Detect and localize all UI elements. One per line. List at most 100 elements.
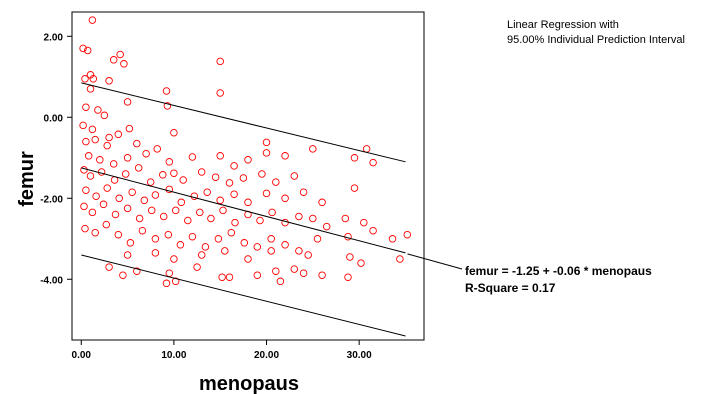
data-point	[116, 50, 124, 59]
data-point	[197, 251, 206, 259]
data-point	[197, 168, 206, 176]
data-point	[84, 152, 93, 160]
fit-equation: femur = -1.25 + -0.06 * menopaus	[465, 264, 652, 278]
plot-frame	[71, 11, 425, 341]
data-point	[114, 230, 123, 239]
data-point	[281, 152, 289, 160]
data-point	[211, 173, 220, 181]
data-point	[123, 154, 132, 162]
data-point	[81, 224, 89, 233]
data-point	[135, 214, 144, 223]
data-point	[82, 137, 90, 146]
data-point	[100, 111, 109, 120]
data-point	[123, 98, 132, 106]
data-point	[86, 172, 95, 180]
data-point	[357, 259, 365, 267]
data-point	[171, 277, 180, 286]
data-point	[128, 188, 136, 196]
data-point	[272, 178, 280, 186]
data-point	[151, 191, 160, 199]
data-point	[177, 198, 186, 207]
data-point	[102, 220, 111, 229]
data-point	[83, 46, 92, 55]
data-point	[142, 149, 150, 158]
data-point	[91, 228, 99, 237]
data-point	[388, 235, 397, 243]
data-point	[240, 239, 249, 247]
data-point	[268, 208, 276, 217]
data-point	[341, 214, 350, 223]
data-point	[114, 130, 123, 139]
data-point	[360, 218, 368, 227]
data-point	[188, 153, 197, 161]
data-point	[350, 184, 359, 192]
data-point	[92, 192, 100, 200]
data-point	[267, 247, 275, 255]
data-point	[272, 267, 280, 275]
data-point	[313, 235, 322, 243]
data-point	[134, 164, 143, 172]
x-tick-label: 0.00	[72, 350, 92, 361]
data-point	[123, 251, 132, 259]
data-point	[350, 154, 359, 162]
data-point	[151, 235, 160, 243]
data-point	[147, 206, 156, 215]
data-point	[170, 128, 178, 137]
data-point	[225, 273, 234, 281]
legend-line-2: 95.00% Individual Prediction Interval	[507, 34, 685, 46]
legend-line-1: Linear Regression with	[507, 19, 619, 31]
data-point	[105, 263, 113, 271]
data-point	[96, 156, 104, 164]
data-point	[119, 271, 127, 279]
data-point	[184, 216, 192, 225]
data-point	[256, 216, 264, 225]
data-point	[369, 226, 377, 235]
data-point	[253, 243, 262, 251]
y-tick-label: 0.00	[44, 113, 64, 124]
upper-prediction-line	[81, 82, 406, 163]
axis-ticks: 0.00 10.00 20.00 30.00 -4.00 -2.00 0.00 2.00	[40, 32, 372, 361]
data-point	[214, 235, 223, 243]
data-point	[165, 185, 174, 194]
data-point	[162, 87, 171, 95]
data-point	[82, 186, 90, 194]
y-axis-title: femur	[16, 151, 38, 207]
y-tick-label: -4.00	[40, 275, 63, 286]
x-tick-label: 20.00	[254, 350, 279, 361]
data-point	[396, 255, 404, 263]
data-point	[120, 60, 128, 68]
data-point	[105, 77, 113, 85]
data-point	[103, 141, 111, 150]
data-point	[193, 263, 201, 271]
x-axis-title: menopaus	[199, 373, 299, 394]
data-point	[344, 273, 352, 281]
data-point	[207, 214, 215, 223]
data-point	[111, 210, 120, 219]
data-point	[170, 169, 178, 177]
r-square: R-Square = 0.17	[465, 281, 556, 295]
data-point	[115, 194, 123, 203]
data-point	[262, 138, 271, 147]
data-point	[318, 271, 326, 279]
data-point	[79, 44, 87, 53]
data-point	[126, 239, 135, 247]
data-point	[225, 179, 234, 187]
equation-leader-line	[407, 253, 463, 270]
data-point	[276, 277, 285, 286]
x-tick-label: 10.00	[161, 350, 186, 361]
data-point	[281, 241, 289, 249]
data-point	[216, 152, 224, 160]
data-point	[262, 149, 271, 157]
data-point	[216, 196, 224, 205]
data-point	[290, 172, 299, 180]
data-point	[262, 189, 271, 198]
data-points	[79, 16, 412, 288]
data-point	[109, 56, 118, 64]
data-point	[140, 196, 149, 205]
data-point	[322, 222, 331, 231]
data-point	[346, 253, 354, 261]
data-point	[299, 188, 308, 196]
data-point	[159, 171, 167, 179]
data-point	[244, 198, 252, 207]
